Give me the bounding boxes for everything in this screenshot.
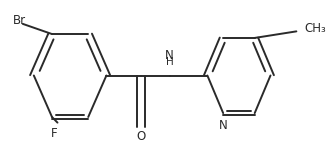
Text: F: F — [51, 127, 58, 140]
Text: O: O — [137, 130, 146, 143]
Text: N: N — [165, 49, 174, 62]
Text: N: N — [219, 119, 228, 132]
Text: CH₃: CH₃ — [304, 22, 326, 35]
Text: H: H — [165, 56, 173, 67]
Text: Br: Br — [13, 14, 26, 27]
